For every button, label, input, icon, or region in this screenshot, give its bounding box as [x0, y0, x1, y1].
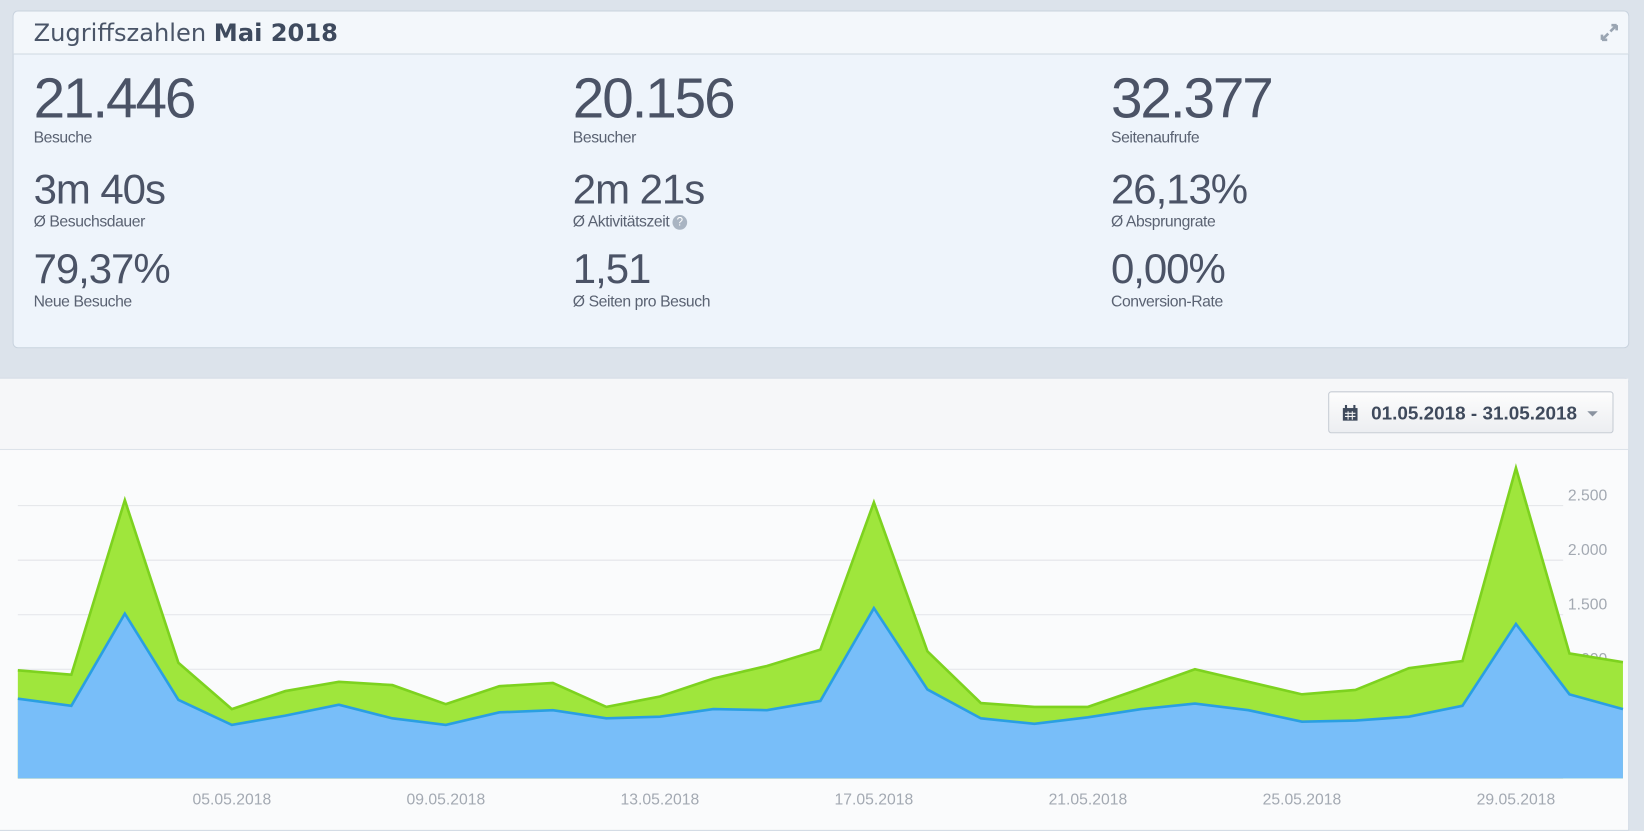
- area-line: [17, 605, 1624, 727]
- stat-label: Besuche: [33, 129, 93, 147]
- stat: 3m 40s Ø Besuchsdauer: [33, 166, 166, 231]
- stat-label: Ø Aktivitätszeit: [572, 212, 670, 231]
- stat: 79,37% Neue Besuche: [33, 246, 171, 311]
- area-chart: 05001.0001.5002.0002.50005.05.201809.05.…: [17, 463, 1624, 809]
- stat: 21.446 Besuche: [33, 67, 197, 147]
- stat-value: 0,00%: [1110, 246, 1226, 293]
- stat-value: 32.377: [1110, 67, 1274, 131]
- help-icon[interactable]: ?: [672, 215, 688, 230]
- stat: 26,13% Ø Absprungrate: [1110, 166, 1248, 231]
- date-range: 01.05.2018 - 31.05.2018: [1371, 402, 1577, 424]
- stat-label: Ø Absprungrate: [1110, 212, 1216, 231]
- area: [17, 467, 1623, 779]
- stat-value: 1,51: [572, 246, 652, 293]
- stat: 1,51 Ø Seiten pro Besuch: [572, 246, 711, 311]
- stat: 0,00% Conversion-Rate: [1110, 246, 1226, 311]
- x-tick-label: 29.05.2018: [1477, 792, 1556, 809]
- area: [17, 608, 1623, 779]
- x-tick-label: 25.05.2018: [1263, 792, 1342, 809]
- x-tick-label: 05.05.2018: [193, 792, 272, 809]
- panel-title: Zugriffszahlen: [33, 19, 207, 48]
- stat: 2m 21s Ø Aktivitätszeit?: [572, 166, 705, 231]
- date-range-button[interactable]: 01.05.2018 - 31.05.2018: [1328, 391, 1614, 434]
- stat: 32.377 Seitenaufrufe: [1110, 67, 1274, 147]
- stat-value: 21.446: [33, 67, 197, 131]
- y-tick-label: 1.500: [1568, 596, 1608, 613]
- x-tick-label: 13.05.2018: [621, 792, 700, 809]
- area-line: [17, 463, 1624, 711]
- dropdown-caret: [1587, 411, 1598, 417]
- y-tick-label: 2.500: [1568, 487, 1608, 504]
- chart-toolbar: 01.05.2018 - 31.05.2018: [0, 378, 1629, 451]
- panel-header: Zugriffszahlen Mai 2018: [13, 11, 1629, 55]
- stat-label: Seitenaufrufe: [1110, 129, 1200, 147]
- stat-value: 2m 21s: [572, 166, 705, 213]
- stat-label: Conversion-Rate: [1110, 292, 1223, 311]
- stat-label: Ø Besuchsdauer: [33, 212, 146, 231]
- stat-value: 79,37%: [33, 246, 171, 293]
- stat: 20.156 Besucher: [572, 67, 736, 147]
- panel-period: Mai 2018: [213, 19, 338, 48]
- expand-icon[interactable]: [1599, 22, 1620, 43]
- stat-label: Neue Besuche: [33, 292, 133, 311]
- calendar-icon: [1342, 404, 1358, 421]
- page: Zugriffszahlen Mai 2018 21.446 Besuche 20.…: [0, 10, 1630, 831]
- stat-value: 26,13%: [1110, 166, 1248, 213]
- x-tick-label: 09.05.2018: [407, 792, 486, 809]
- stats-panel: Zugriffszahlen Mai 2018 21.446 Besuche 20.…: [12, 10, 1630, 349]
- stat-label: Ø Seiten pro Besuch: [572, 292, 711, 311]
- stat-label: Besucher: [572, 129, 637, 147]
- stat-value: 3m 40s: [33, 166, 166, 213]
- x-tick-label: 21.05.2018: [1049, 792, 1128, 809]
- x-tick-label: 17.05.2018: [835, 792, 914, 809]
- stat-value: 20.156: [572, 67, 736, 131]
- y-tick-label: 2.000: [1568, 542, 1608, 559]
- dashboard: Zugriffszahlen Mai 2018 21.446 Besuche 20.…: [0, 10, 1630, 831]
